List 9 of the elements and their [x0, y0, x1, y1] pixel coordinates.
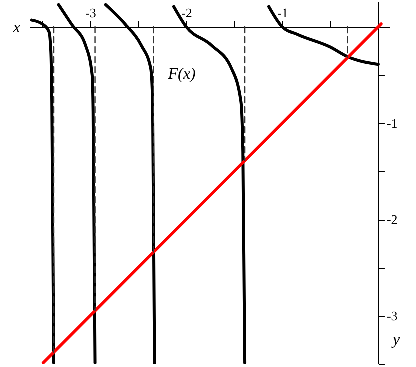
x-tick-label: -3: [86, 6, 96, 21]
x-tick-label: -2: [182, 6, 192, 21]
y-axis-title: y: [390, 332, 401, 348]
y-tick-label: -3: [386, 308, 398, 324]
x-tick-label: -1: [278, 6, 288, 21]
x-axis-title: x: [12, 20, 20, 37]
y-tick-label: -2: [386, 212, 398, 228]
y-tick-label: -1: [386, 116, 398, 131]
annotation: F(x): [167, 66, 196, 83]
